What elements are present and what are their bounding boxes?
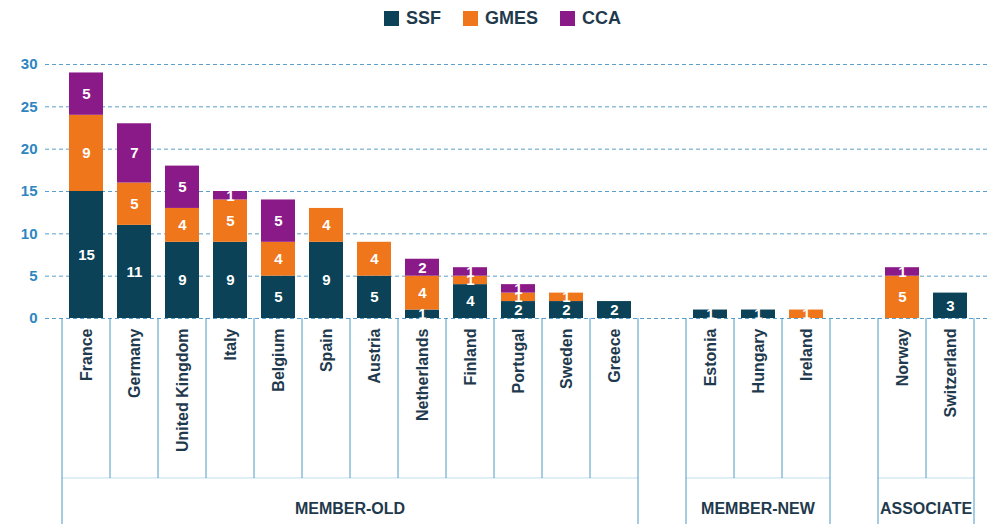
svg-text:Italy: Italy	[222, 328, 239, 360]
svg-text:5: 5	[178, 178, 186, 195]
svg-text:Belgium: Belgium	[270, 329, 287, 392]
svg-text:5: 5	[898, 288, 906, 305]
svg-text:2: 2	[610, 301, 618, 318]
svg-text:20: 20	[21, 140, 38, 157]
svg-text:1: 1	[466, 263, 474, 280]
svg-text:4: 4	[466, 292, 475, 309]
svg-text:Austria: Austria	[366, 328, 383, 383]
svg-text:11: 11	[127, 263, 143, 280]
svg-text:1: 1	[562, 288, 570, 305]
svg-text:5: 5	[130, 195, 138, 212]
svg-text:0: 0	[29, 309, 37, 326]
svg-text:2: 2	[418, 259, 426, 276]
svg-text:5: 5	[274, 212, 282, 229]
svg-text:10: 10	[21, 225, 38, 242]
svg-text:30: 30	[21, 55, 38, 72]
svg-text:5: 5	[370, 288, 378, 305]
svg-text:15: 15	[21, 182, 38, 199]
svg-text:1: 1	[898, 263, 906, 280]
svg-text:ASSOCIATE: ASSOCIATE	[880, 500, 972, 517]
svg-text:Norway: Norway	[894, 328, 911, 386]
svg-text:Germany: Germany	[126, 328, 143, 397]
svg-text:1: 1	[418, 305, 426, 322]
html-text:GMES: GMES	[485, 7, 538, 28]
svg-text:4: 4	[370, 250, 379, 267]
svg-text:1: 1	[226, 187, 234, 204]
svg-text:1: 1	[514, 280, 522, 297]
svg-text:9: 9	[178, 271, 186, 288]
svg-text:25: 25	[21, 98, 38, 115]
svg-text:United Kingdom: United Kingdom	[174, 329, 191, 453]
svg-text:4: 4	[178, 216, 187, 233]
svg-text:Spain: Spain	[318, 329, 335, 373]
svg-text:9: 9	[322, 271, 330, 288]
svg-text:Finland: Finland	[462, 329, 479, 386]
svg-text:9: 9	[82, 144, 90, 161]
svg-text:MEMBER-OLD: MEMBER-OLD	[295, 500, 405, 517]
svg-text:2: 2	[562, 300, 571, 318]
svg-text:5: 5	[29, 267, 37, 284]
svg-text:Portugal: Portugal	[510, 329, 527, 394]
svg-text:5: 5	[226, 212, 234, 229]
svg-text:4: 4	[274, 250, 283, 267]
svg-text:1: 1	[802, 305, 810, 322]
svg-text:1: 1	[754, 305, 762, 322]
svg-text:4: 4	[418, 284, 427, 301]
svg-text:Greece: Greece	[606, 328, 623, 382]
svg-text:5: 5	[274, 288, 282, 305]
svg-text:15: 15	[78, 246, 95, 263]
svg-text:France: France	[78, 328, 95, 381]
svg-text:MEMBER-NEW: MEMBER-NEW	[701, 500, 816, 517]
html-text:SSF: SSF	[406, 7, 441, 28]
svg-text:3: 3	[946, 297, 954, 314]
svg-text:9: 9	[226, 271, 234, 288]
svg-text:2: 2	[514, 300, 523, 318]
svg-text:Estonia: Estonia	[702, 328, 719, 386]
svg-text:Switzerland: Switzerland	[942, 329, 959, 418]
svg-text:Ireland: Ireland	[798, 329, 815, 381]
svg-text:5: 5	[82, 85, 90, 102]
svg-text:Hungary: Hungary	[750, 328, 767, 393]
svg-text:1: 1	[706, 305, 714, 322]
svg-text:7: 7	[130, 144, 138, 161]
svg-text:Netherlands: Netherlands	[414, 328, 431, 421]
html-text:CCA: CCA	[582, 7, 621, 28]
svg-text:4: 4	[322, 216, 331, 233]
svg-text:Sweden: Sweden	[558, 329, 575, 389]
